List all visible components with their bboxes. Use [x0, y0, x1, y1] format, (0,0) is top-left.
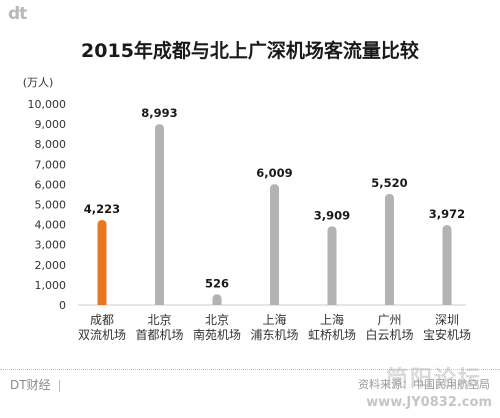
- bar-base: [442, 301, 452, 305]
- watermark-text: 简阳论坛: [385, 367, 482, 392]
- y-axis-unit-label: (万人): [23, 76, 54, 89]
- y-tick-label: 10,000: [28, 98, 67, 111]
- x-tick-label: 虹桥机场: [308, 328, 356, 342]
- bar: [327, 226, 337, 305]
- bar-base: [385, 301, 394, 305]
- source-note: 资料来源：中国民用航空局: [358, 378, 490, 391]
- value-label: 526: [205, 276, 229, 290]
- bar-base: [327, 301, 337, 305]
- bar: [97, 220, 107, 305]
- value-label: 4,223: [84, 202, 120, 216]
- x-tick-label: 上海: [262, 312, 286, 327]
- bar-base: [270, 301, 279, 305]
- footer-divider: [0, 369, 500, 370]
- value-label: 8,993: [141, 106, 177, 120]
- y-tick-label: 1,000: [35, 279, 67, 292]
- chart-title: 2015年成都与北上广深机场客流量比较: [81, 40, 419, 62]
- watermark-url: www.JY0832.com: [366, 395, 492, 410]
- x-tick-label: 双流机场: [78, 328, 126, 342]
- bar-base: [155, 301, 164, 305]
- dt-logo: dt: [8, 4, 27, 24]
- y-tick-label: 7,000: [35, 158, 67, 171]
- x-tick-label: 上海: [320, 312, 344, 327]
- x-tick-label: 北京: [205, 313, 229, 327]
- value-label: 3,909: [314, 208, 350, 222]
- bar-chart: (万人) 0 1,000 2,000 3,000 4,000 5,000 6,000 7,00…: [23, 76, 471, 342]
- footer-brand: DT财经: [10, 376, 60, 393]
- value-label: 5,520: [371, 176, 407, 190]
- bars: [97, 124, 452, 306]
- bar: [385, 194, 394, 305]
- x-tick-label: 北京: [147, 313, 171, 327]
- x-tick-label: 白云机场: [365, 327, 413, 342]
- x-tick-label: 成都: [90, 313, 114, 327]
- footer-separator: [58, 379, 60, 392]
- footer-brand-label: DT财经: [10, 378, 51, 392]
- y-tick-label: 0: [59, 299, 66, 312]
- y-tick-label: 3,000: [35, 239, 67, 252]
- bar: [270, 184, 279, 305]
- y-axis-ticks: 0 1,000 2,000 3,000 4,000 5,000 6,000 7,000 8,00…: [28, 98, 67, 312]
- x-axis-labels: 成都双流机场北京首都机场北京南苑机场上海浦东机场上海虹桥机场广州白云机场深圳宝安…: [78, 312, 471, 342]
- bar: [155, 124, 164, 306]
- y-tick-label: 5,000: [35, 199, 67, 212]
- y-tick-label: 8,000: [35, 138, 67, 151]
- x-tick-label: 广州: [377, 313, 401, 327]
- x-tick-label: 首都机场: [135, 328, 183, 342]
- y-tick-label: 6,000: [35, 178, 67, 191]
- value-labels: 4,223 8,993 526 6,009 3,909 5,520 3,972: [84, 106, 465, 290]
- y-tick-label: 9,000: [35, 118, 67, 131]
- y-tick-label: 2,000: [35, 259, 67, 272]
- bar: [442, 225, 452, 305]
- x-tick-label: 浦东机场: [250, 328, 298, 342]
- x-tick-label: 宝安机场: [423, 327, 471, 342]
- value-label: 6,009: [256, 166, 292, 180]
- x-tick-label: 深圳: [435, 313, 459, 327]
- value-label: 3,972: [429, 207, 465, 221]
- y-tick-label: 4,000: [35, 219, 67, 232]
- bar-base: [212, 301, 222, 305]
- bar-base: [97, 301, 107, 305]
- x-tick-label: 南苑机场: [193, 327, 241, 342]
